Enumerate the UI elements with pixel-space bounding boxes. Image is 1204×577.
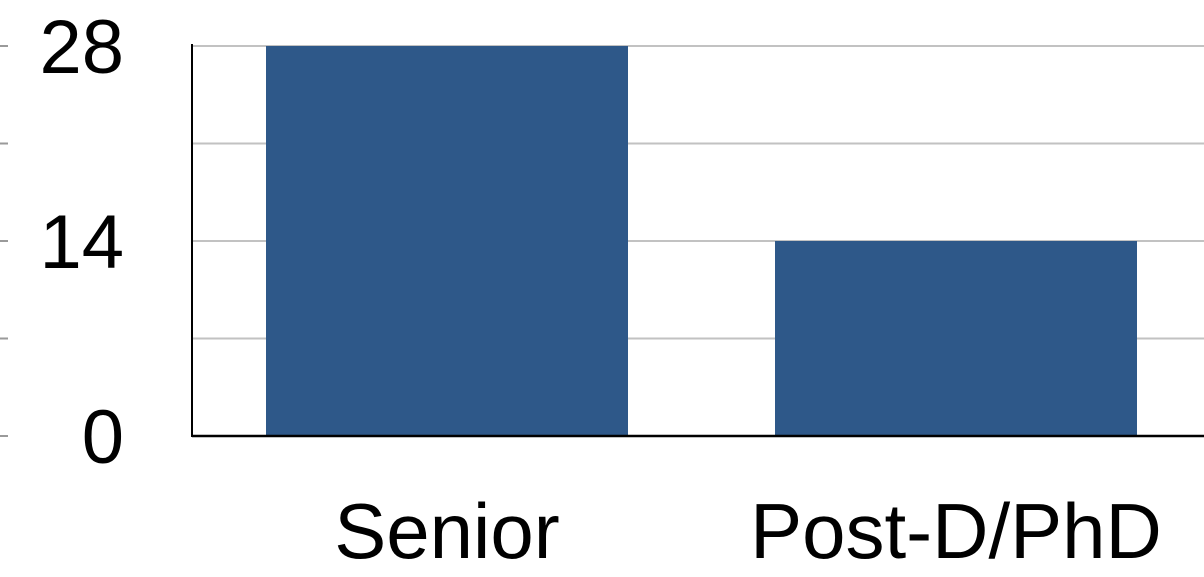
y-tick-label-14: 14 [39, 200, 124, 285]
x-tick-label-senior: Senior [334, 487, 559, 572]
tick-labels: 0 14 28 Senior Post-D/PhD [39, 5, 1162, 575]
x-tick-label-post-d-phd: Post-D/PhD [750, 487, 1162, 572]
y-tick-label-28: 28 [39, 5, 124, 90]
axes [0, 44, 1204, 438]
bars [266, 46, 1137, 436]
bar-senior [266, 46, 628, 436]
y-tick-label-0: 0 [82, 395, 124, 480]
bar-post-d-phd [775, 241, 1137, 436]
